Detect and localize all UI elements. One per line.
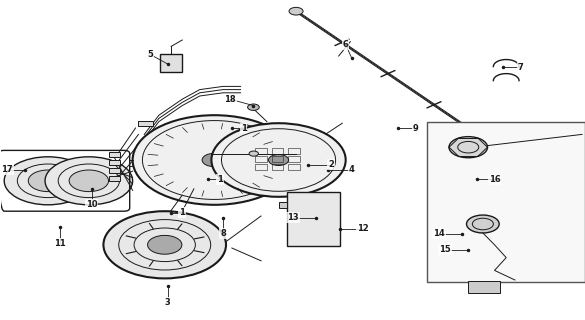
Bar <box>288 156 300 162</box>
Circle shape <box>449 137 487 158</box>
Text: 1: 1 <box>217 175 223 184</box>
Circle shape <box>104 211 226 278</box>
Bar <box>428 122 585 282</box>
Text: 1: 1 <box>179 208 185 217</box>
Circle shape <box>147 236 182 254</box>
Circle shape <box>466 215 499 233</box>
Text: 7: 7 <box>518 63 524 72</box>
Text: 14: 14 <box>433 229 445 238</box>
Bar <box>287 192 340 246</box>
Circle shape <box>249 151 259 156</box>
Circle shape <box>133 115 296 205</box>
Text: 17: 17 <box>1 165 13 174</box>
Text: 10: 10 <box>86 200 98 209</box>
Text: 6: 6 <box>343 40 349 49</box>
Text: 9: 9 <box>413 124 419 132</box>
Bar <box>271 156 283 162</box>
Text: 12: 12 <box>357 224 369 233</box>
Text: 18: 18 <box>224 95 236 104</box>
Bar <box>271 164 283 170</box>
Text: 2: 2 <box>328 160 334 169</box>
Bar <box>255 156 267 162</box>
Text: 1: 1 <box>240 124 246 132</box>
Circle shape <box>247 104 259 110</box>
Bar <box>139 121 153 126</box>
Text: 8: 8 <box>220 229 226 238</box>
Circle shape <box>473 132 487 140</box>
Circle shape <box>202 153 226 167</box>
Bar <box>255 164 267 170</box>
Bar <box>288 164 300 170</box>
Text: 5: 5 <box>147 50 153 59</box>
Bar <box>288 148 300 154</box>
Circle shape <box>211 123 346 197</box>
Text: 13: 13 <box>287 213 299 222</box>
Bar <box>278 202 287 208</box>
Bar <box>255 148 267 154</box>
Bar <box>109 160 120 165</box>
Bar <box>109 152 120 157</box>
Text: 15: 15 <box>439 245 451 254</box>
Bar <box>109 176 120 181</box>
Text: 16: 16 <box>488 175 500 184</box>
Text: 3: 3 <box>165 298 170 307</box>
Circle shape <box>69 170 109 192</box>
Circle shape <box>45 157 133 205</box>
Circle shape <box>269 155 288 165</box>
Circle shape <box>28 170 68 192</box>
Text: 4: 4 <box>349 165 355 174</box>
Circle shape <box>289 7 303 15</box>
Bar <box>271 148 283 154</box>
Bar <box>109 168 120 173</box>
Bar <box>160 54 183 72</box>
Circle shape <box>4 157 92 205</box>
Bar <box>468 281 500 293</box>
Text: 11: 11 <box>54 239 66 248</box>
